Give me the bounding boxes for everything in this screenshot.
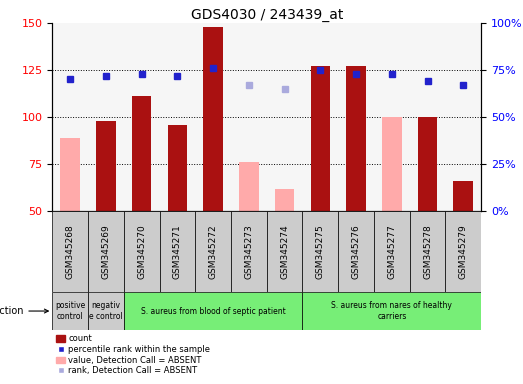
FancyBboxPatch shape xyxy=(338,211,374,292)
Text: GSM345271: GSM345271 xyxy=(173,224,182,279)
Bar xyxy=(239,162,259,211)
FancyBboxPatch shape xyxy=(374,211,410,292)
Bar xyxy=(52,23,88,211)
Bar xyxy=(160,23,195,211)
Text: GSM345270: GSM345270 xyxy=(137,224,146,279)
Text: negativ
e control: negativ e control xyxy=(89,301,123,321)
FancyBboxPatch shape xyxy=(231,211,267,292)
Bar xyxy=(374,23,410,211)
Text: GSM345277: GSM345277 xyxy=(388,224,396,279)
FancyBboxPatch shape xyxy=(88,292,124,330)
Text: GSM345276: GSM345276 xyxy=(351,224,360,279)
Bar xyxy=(446,23,481,211)
Bar xyxy=(132,96,152,211)
Text: GSM345272: GSM345272 xyxy=(209,224,218,279)
Bar xyxy=(346,66,366,211)
Text: positive
control: positive control xyxy=(55,301,85,321)
Bar xyxy=(418,117,437,211)
Text: infection: infection xyxy=(0,306,48,316)
Bar xyxy=(267,23,302,211)
Bar xyxy=(167,125,187,211)
FancyBboxPatch shape xyxy=(52,292,88,330)
Bar xyxy=(88,23,124,211)
FancyBboxPatch shape xyxy=(410,211,446,292)
Text: S. aureus from nares of healthy
carriers: S. aureus from nares of healthy carriers xyxy=(332,301,452,321)
Title: GDS4030 / 243439_at: GDS4030 / 243439_at xyxy=(190,8,343,22)
FancyBboxPatch shape xyxy=(124,292,302,330)
Text: GSM345278: GSM345278 xyxy=(423,224,432,279)
Text: GSM345274: GSM345274 xyxy=(280,224,289,279)
FancyBboxPatch shape xyxy=(267,211,302,292)
Bar xyxy=(453,181,473,211)
Text: GSM345273: GSM345273 xyxy=(244,224,253,279)
Bar xyxy=(302,23,338,211)
FancyBboxPatch shape xyxy=(446,211,481,292)
FancyBboxPatch shape xyxy=(124,211,160,292)
Text: GSM345268: GSM345268 xyxy=(66,224,75,279)
Bar xyxy=(410,23,446,211)
FancyBboxPatch shape xyxy=(302,292,481,330)
Text: S. aureus from blood of septic patient: S. aureus from blood of septic patient xyxy=(141,306,286,316)
FancyBboxPatch shape xyxy=(52,211,88,292)
FancyBboxPatch shape xyxy=(302,211,338,292)
Text: GSM345275: GSM345275 xyxy=(316,224,325,279)
FancyBboxPatch shape xyxy=(195,211,231,292)
Bar xyxy=(382,117,402,211)
FancyBboxPatch shape xyxy=(160,211,195,292)
Bar xyxy=(275,189,294,211)
Bar xyxy=(203,27,223,211)
Bar xyxy=(124,23,160,211)
Bar xyxy=(231,23,267,211)
Text: GSM345269: GSM345269 xyxy=(101,224,110,279)
Bar xyxy=(195,23,231,211)
Bar xyxy=(338,23,374,211)
Legend: count, percentile rank within the sample, value, Detection Call = ABSENT, rank, : count, percentile rank within the sample… xyxy=(56,334,210,376)
Bar xyxy=(60,138,80,211)
Bar xyxy=(311,66,330,211)
Text: GSM345279: GSM345279 xyxy=(459,224,468,279)
Bar xyxy=(96,121,116,211)
FancyBboxPatch shape xyxy=(88,211,124,292)
